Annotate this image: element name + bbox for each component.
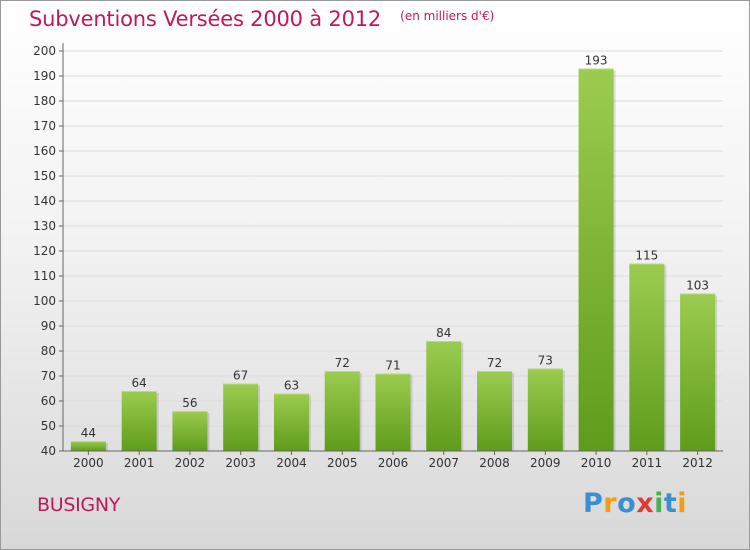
y-tick-label: 40 [41, 444, 56, 458]
bar [578, 68, 614, 451]
logo-letter: t [663, 488, 678, 519]
x-tick-label: 2005 [327, 456, 358, 470]
bar [375, 373, 411, 451]
x-tick-label: 2011 [632, 456, 663, 470]
data-label: 44 [81, 426, 96, 440]
axes: 40 50 60 70 80 90 100 110 120 130 140 150 160 170 180 1… [33, 43, 723, 470]
y-tick-label: 50 [41, 419, 56, 433]
title-block: Subventions Versées 2000 à 2012 (en mill… [29, 7, 494, 31]
logo-letter: x [636, 488, 655, 519]
y-tick-label: 110 [33, 269, 56, 283]
x-tick-label: 2001 [124, 456, 155, 470]
bar [527, 368, 563, 451]
data-label: 73 [538, 354, 553, 368]
bar [121, 391, 157, 451]
bar [172, 411, 208, 451]
x-tick-label: 2003 [225, 456, 256, 470]
x-tick-label: 2002 [175, 456, 206, 470]
y-tick-label: 130 [33, 219, 56, 233]
bar [324, 371, 360, 451]
x-tick-label: 2008 [479, 456, 510, 470]
data-label: 193 [585, 54, 608, 68]
y-tick-label: 160 [33, 144, 56, 158]
y-tick-label: 200 [33, 44, 56, 58]
y-tick-label: 190 [33, 69, 56, 83]
y-tick-label: 180 [33, 94, 56, 108]
data-label: 115 [635, 249, 658, 263]
bar [477, 371, 513, 451]
y-tick-label: 90 [41, 319, 56, 333]
logo-letter: i [677, 488, 688, 519]
logo-letter: i [654, 488, 664, 519]
chart-subtitle: (en milliers d'€) [400, 9, 495, 23]
data-label: 67 [233, 369, 248, 383]
data-label: 63 [284, 379, 299, 393]
logo-letter: r [603, 488, 618, 519]
y-tick-label: 60 [41, 394, 56, 408]
x-tick-label: 2009 [530, 456, 561, 470]
logo-letter: o [617, 488, 637, 519]
bars: 44 64 56 67 63 72 71 84 72 73 193 115 103 [70, 54, 718, 451]
bar [273, 393, 309, 451]
y-tick-label: 120 [33, 244, 56, 258]
y-tick-label: 80 [41, 344, 56, 358]
data-label: 71 [385, 359, 400, 373]
data-label: 72 [335, 356, 350, 370]
bar [223, 383, 259, 451]
chart-title: Subventions Versées 2000 à 2012 [29, 7, 382, 31]
x-tick-label: 2000 [73, 456, 104, 470]
bar [70, 441, 106, 451]
y-tick-label: 100 [33, 294, 56, 308]
proxiti-logo: Proxiti [583, 488, 687, 519]
x-tick-label: 2006 [378, 456, 409, 470]
x-tick-label: 2007 [428, 456, 459, 470]
bar [426, 341, 462, 451]
data-label: 56 [182, 396, 197, 410]
x-tick-label: 2012 [682, 456, 713, 470]
bar [629, 263, 665, 451]
data-label: 72 [487, 356, 502, 370]
bar [680, 293, 716, 451]
commune-name: BUSIGNY [37, 494, 121, 516]
logo-letter: P [583, 488, 604, 519]
y-tick-label: 140 [33, 194, 56, 208]
x-tick-label: 2004 [276, 456, 307, 470]
y-tick-label: 170 [33, 119, 56, 133]
data-label: 103 [686, 279, 709, 293]
y-tick-label: 70 [41, 369, 56, 383]
x-tick-label: 2010 [581, 456, 612, 470]
y-tick-label: 150 [33, 169, 56, 183]
data-label: 84 [436, 326, 451, 340]
data-label: 64 [132, 376, 147, 390]
